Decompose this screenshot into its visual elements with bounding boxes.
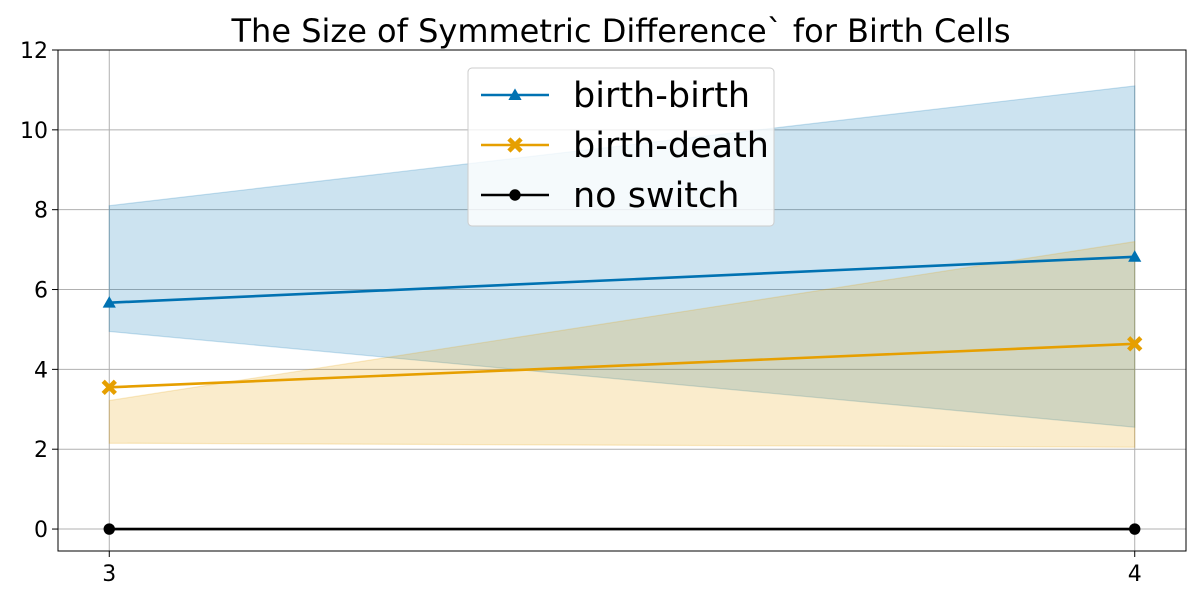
legend: birth-birth birth-death no switch (467, 67, 775, 227)
point-no-switch (103, 523, 115, 535)
band-birth-death (108, 240, 1136, 448)
y-tick-label: 2 (34, 438, 48, 463)
y-tick-label: 6 (34, 279, 48, 304)
point-no-switch (1129, 523, 1141, 535)
y-tick-label: 0 (34, 518, 48, 543)
y-tick-label: 12 (20, 39, 48, 64)
legend-label-no-switch: no switch (573, 176, 739, 216)
line-birth-death (109, 342, 1135, 389)
legend-box (467, 67, 775, 227)
y-tick-label: 10 (20, 119, 48, 144)
x-tick-label: 3 (102, 562, 116, 587)
y-tick-label: 8 (34, 199, 48, 224)
point-birth-death (101, 379, 117, 396)
series-lines (109, 255, 1135, 531)
chart-title: The Size of Symmetric Difference` for Bi… (231, 12, 1011, 50)
confidence-bands (108, 85, 1136, 531)
plot-frame (57, 49, 1187, 552)
line-birth-birth (109, 255, 1135, 304)
point-birth-birth (1128, 250, 1142, 262)
point-birth-birth (102, 296, 116, 308)
series-markers (101, 250, 1143, 535)
legend-marker-birth-birth (508, 88, 522, 100)
y-tick-label: 4 (34, 358, 48, 383)
legend-label-birth-death: birth-death (573, 126, 769, 166)
legend-marker-no-switch (509, 189, 521, 201)
x-tick-label: 4 (1128, 562, 1142, 587)
point-birth-death (1127, 336, 1143, 352)
band-birth-birth (108, 85, 1136, 428)
legend-label-birth-birth: birth-birth (573, 76, 750, 116)
axis-ticks: 0 2 4 6 8 10 12 3 4 (20, 39, 1142, 587)
legend-marker-birth-death (507, 137, 523, 153)
